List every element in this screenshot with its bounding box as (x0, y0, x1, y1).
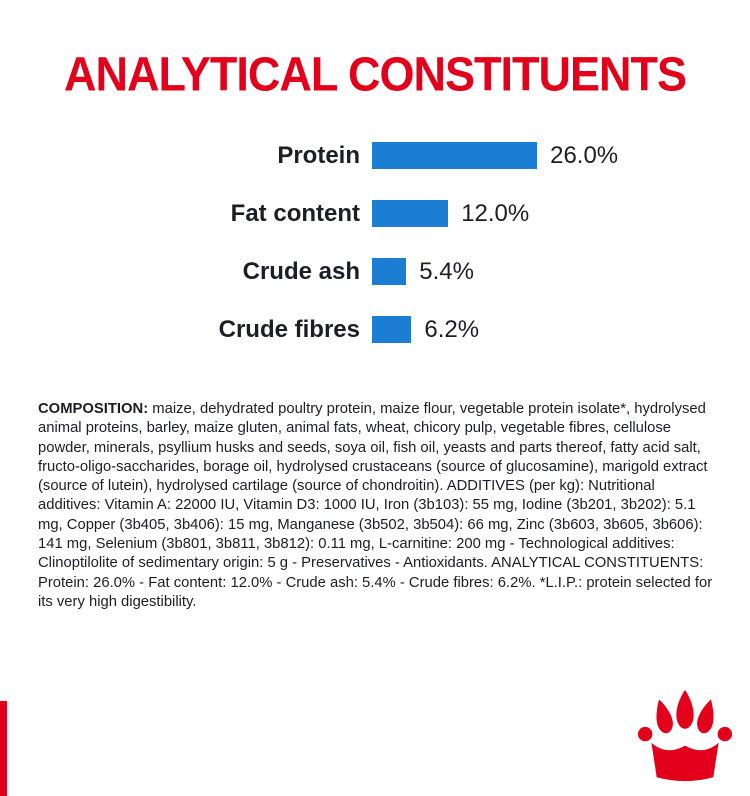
royal-canin-crown-paw-logo (636, 688, 734, 784)
chart-row: Crude fibres 6.2% (0, 316, 750, 343)
analytical-constituents-bar-chart: Protein 26.0% Fat content 12.0% Crude ash 5.4… (0, 142, 750, 343)
page-title: ANALYTICAL CONSTITUENTS (63, 46, 687, 102)
chart-bar (372, 316, 412, 343)
composition-text: maize, dehydrated poultry protein, maize… (38, 401, 713, 610)
chart-row: Crude ash 5.4% (0, 258, 750, 285)
chart-category-label: Fat content (230, 199, 360, 227)
packaging-panel: ANALYTICAL CONSTITUENTS Protein 26.0% Fat … (0, 46, 750, 796)
chart-category-label: Crude fibres (218, 315, 360, 343)
chart-bar (372, 200, 449, 227)
chart-value-label: 5.4% (419, 257, 474, 285)
composition-paragraph: COMPOSITION: maize, dehydrated poultry p… (38, 400, 714, 612)
chart-value-label: 6.2% (424, 315, 480, 343)
chart-row: Protein 26.0% (0, 142, 750, 169)
chart-value-label: 26.0% (550, 141, 619, 169)
chart-category-label: Protein (277, 141, 360, 169)
chart-bar (372, 258, 407, 285)
crown-paw-icon (637, 689, 733, 782)
chart-row: Fat content 12.0% (0, 200, 750, 227)
composition-label: COMPOSITION: (38, 401, 149, 417)
chart-bar (372, 142, 538, 169)
chart-value-label: 12.0% (461, 199, 530, 227)
chart-category-label: Crude ash (242, 257, 360, 285)
left-edge-red-strip (0, 701, 7, 796)
